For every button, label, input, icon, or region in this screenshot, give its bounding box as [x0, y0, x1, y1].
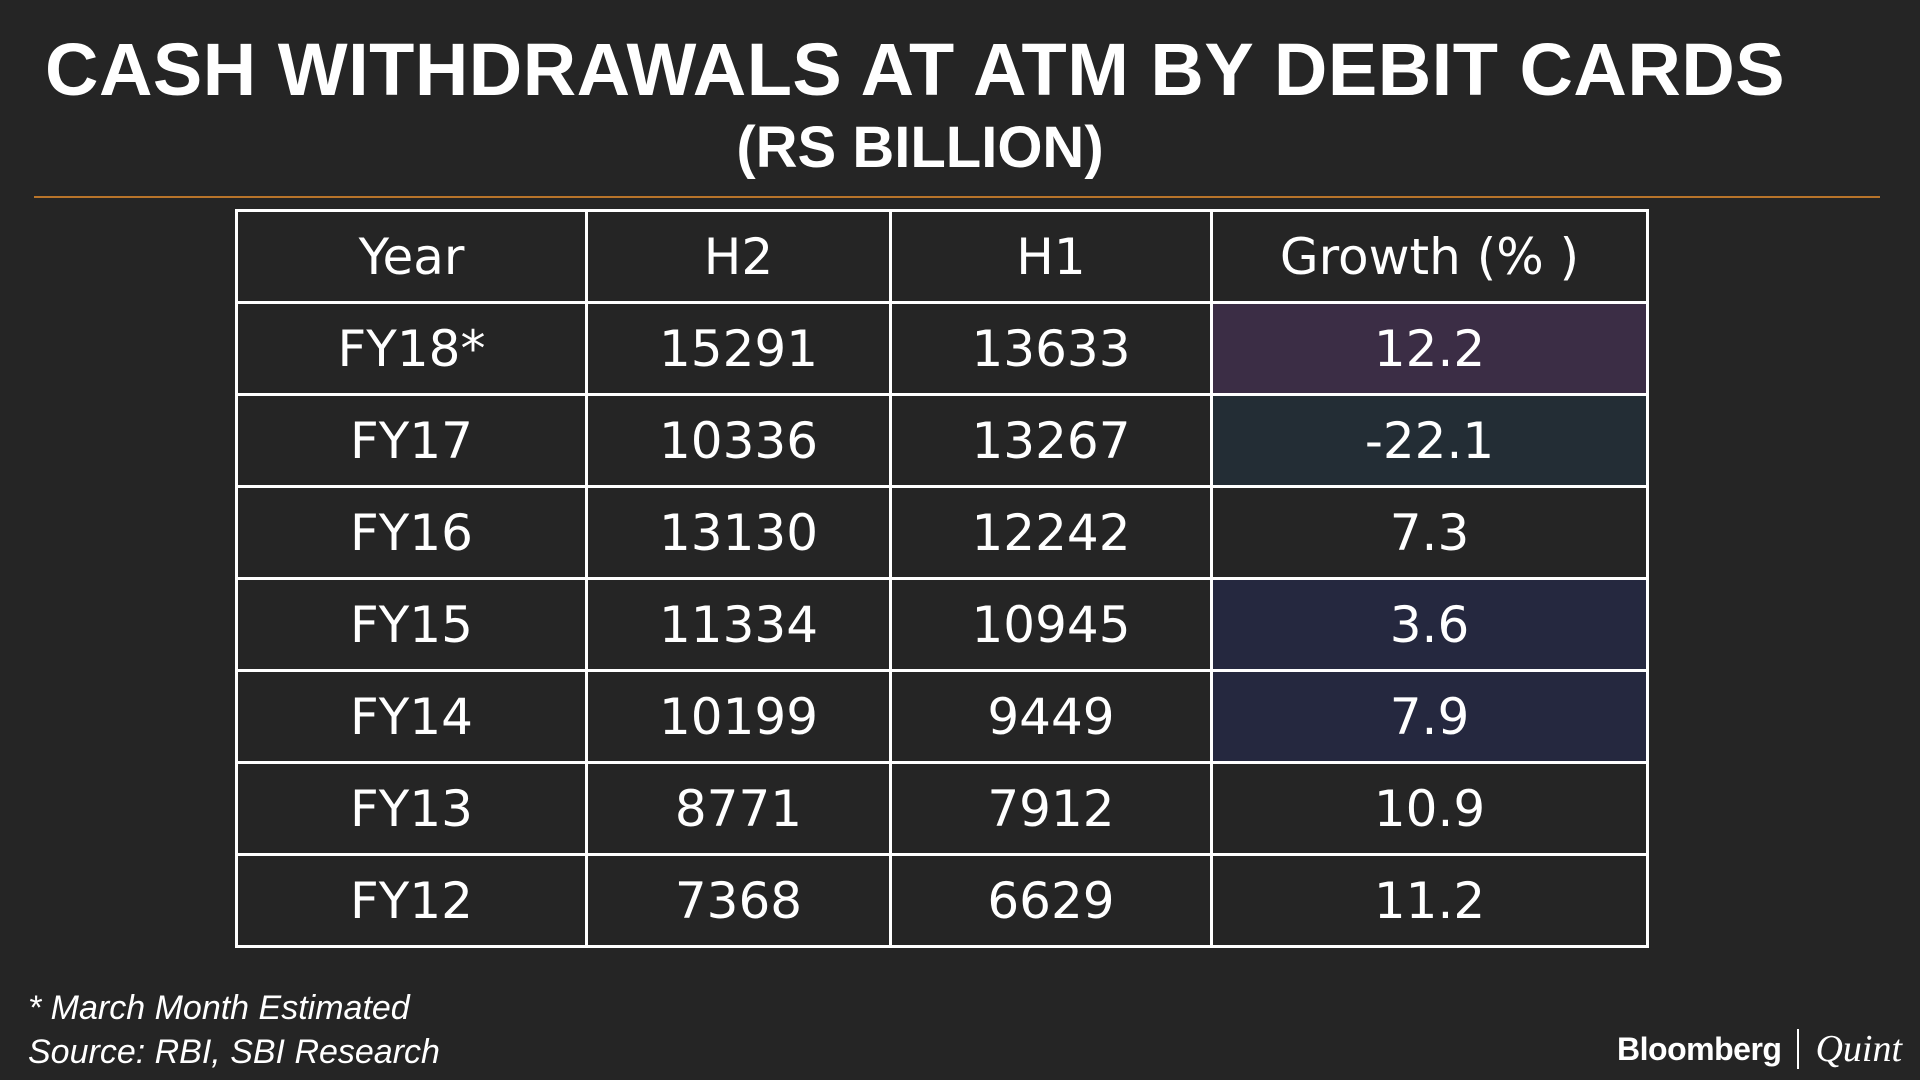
logo-divider — [1797, 1029, 1800, 1069]
header-h1: H1 — [889, 209, 1213, 304]
table-row: FY13 8771 7912 10.9 — [235, 761, 1649, 856]
table-row: FY12 7368 6629 11.2 — [235, 853, 1649, 948]
data-table: Year H2 H1 Growth (% ) FY18* 15291 13633 12… — [235, 209, 1649, 948]
cell-growth: 12.2 — [1210, 301, 1649, 396]
cell-growth: 10.9 — [1210, 761, 1649, 856]
table-row: FY16 13130 12242 7.3 — [235, 485, 1649, 580]
cell-h1: 7912 — [889, 761, 1213, 856]
cell-year: FY12 — [235, 853, 588, 948]
footnote: * March Month Estimated — [28, 989, 410, 1027]
cell-year: FY13 — [235, 761, 588, 856]
table-row: FY14 10199 9449 7.9 — [235, 669, 1649, 764]
header-growth: Growth (% ) — [1210, 209, 1649, 304]
cell-h1: 13633 — [889, 301, 1213, 396]
header-year: Year — [235, 209, 588, 304]
cell-year: FY17 — [235, 393, 588, 488]
cell-growth: 3.6 — [1210, 577, 1649, 672]
table-row: FY18* 15291 13633 12.2 — [235, 301, 1649, 396]
bloomberg-quint-logo: Bloomberg Quint — [1617, 1026, 1902, 1072]
chart-title: CASH WITHDRAWALS AT ATM BY DEBIT CARDS — [45, 28, 1786, 111]
cell-year: FY16 — [235, 485, 588, 580]
cell-h1: 13267 — [889, 393, 1213, 488]
cell-h1: 10945 — [889, 577, 1213, 672]
cell-h1: 12242 — [889, 485, 1213, 580]
cell-h2: 15291 — [585, 301, 892, 396]
cell-h2: 7368 — [585, 853, 892, 948]
table-row: FY17 10336 13267 -22.1 — [235, 393, 1649, 488]
table-header-row: Year H2 H1 Growth (% ) — [235, 209, 1649, 304]
cell-growth: 7.9 — [1210, 669, 1649, 764]
cell-h2: 11334 — [585, 577, 892, 672]
cell-growth: 11.2 — [1210, 853, 1649, 948]
cell-h2: 8771 — [585, 761, 892, 856]
cell-year: FY15 — [235, 577, 588, 672]
chart-subtitle: (RS BILLION) — [736, 115, 1104, 180]
cell-year: FY14 — [235, 669, 588, 764]
cell-h1: 6629 — [889, 853, 1213, 948]
logo-bloomberg-text: Bloomberg — [1617, 1030, 1782, 1067]
source-note: Source: RBI, SBI Research — [28, 1033, 440, 1071]
cell-growth: -22.1 — [1210, 393, 1649, 488]
title-divider — [34, 196, 1880, 198]
cell-h2: 10199 — [585, 669, 892, 764]
cell-h2: 10336 — [585, 393, 892, 488]
cell-h2: 13130 — [585, 485, 892, 580]
cell-h1: 9449 — [889, 669, 1213, 764]
header-h2: H2 — [585, 209, 892, 304]
table-body: FY18* 15291 13633 12.2 FY17 10336 13267 -22.1 FY… — [235, 301, 1649, 948]
table-row: FY15 11334 10945 3.6 — [235, 577, 1649, 672]
cell-year: FY18* — [235, 301, 588, 396]
logo-quint-text: Quint — [1815, 1028, 1902, 1070]
cell-growth: 7.3 — [1210, 485, 1649, 580]
